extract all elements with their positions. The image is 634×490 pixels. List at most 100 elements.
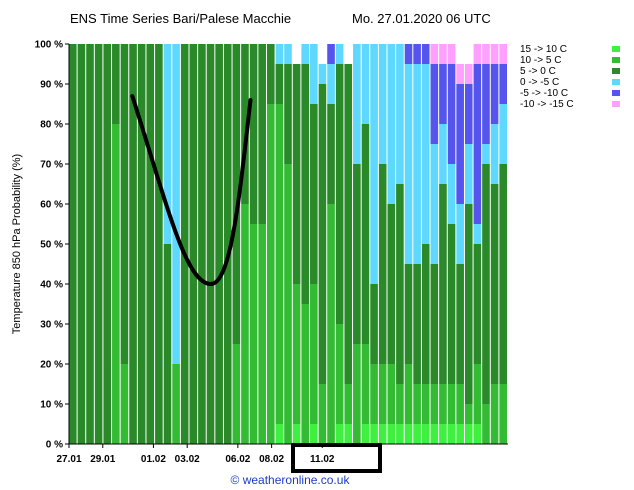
bar-segment xyxy=(490,184,499,384)
bar-segment xyxy=(180,44,189,444)
bar-segment xyxy=(292,64,301,284)
bar-segment xyxy=(344,384,353,424)
bar-segment xyxy=(439,424,447,444)
bar-segment xyxy=(172,364,180,444)
bar-segment xyxy=(353,164,361,344)
bar-segment xyxy=(206,44,215,444)
legend-swatch xyxy=(612,68,620,74)
bar-segment xyxy=(482,44,490,64)
bar-segment xyxy=(241,204,249,444)
bar-segment xyxy=(301,304,310,444)
date-highlight-box xyxy=(291,443,382,473)
bar-segment xyxy=(370,424,378,444)
legend-label: 15 -> 10 C xyxy=(520,44,567,55)
bar-segment xyxy=(499,384,507,444)
bar-segment xyxy=(198,44,206,444)
bar-segment xyxy=(430,424,439,444)
bar-segment xyxy=(499,104,507,164)
bar-segment xyxy=(439,64,447,124)
bar-segment xyxy=(473,44,482,64)
bar-segment xyxy=(387,204,396,364)
x-tick-label: 08.02 xyxy=(259,454,284,465)
bar-segment xyxy=(327,64,335,104)
bar-segment xyxy=(112,124,120,444)
x-tick-label: 11.02 xyxy=(310,454,335,465)
bar-segment xyxy=(396,424,404,444)
bar-segment xyxy=(413,64,421,264)
bar-segment xyxy=(378,424,387,444)
bar-segment xyxy=(482,64,490,144)
bar-segment xyxy=(232,344,241,444)
bar-segment xyxy=(499,164,507,384)
x-tick-label: 27.01 xyxy=(56,454,81,465)
credit-link[interactable]: © weatheronline.co.uk xyxy=(230,473,350,487)
bar-segment xyxy=(275,104,284,424)
bar-segment xyxy=(258,44,266,224)
bar-segment xyxy=(120,364,129,444)
bar-segment xyxy=(439,184,447,384)
bar-segment xyxy=(473,224,482,244)
bar-segment xyxy=(464,424,473,444)
bar-segment xyxy=(473,64,482,224)
bar-segment xyxy=(490,124,499,184)
bar-segment xyxy=(301,64,310,304)
bar-segment xyxy=(335,64,344,324)
bar-segment xyxy=(499,44,507,64)
bar-segment xyxy=(361,344,370,424)
bar-segment xyxy=(249,224,258,444)
bar-segment xyxy=(482,404,490,444)
bar-segment xyxy=(310,104,318,284)
y-tick-label: 0 % xyxy=(46,440,63,451)
bar-segment xyxy=(447,64,456,164)
bar-segment xyxy=(413,384,421,424)
bar-segment xyxy=(421,244,430,384)
bar-segment xyxy=(421,64,430,244)
bar-segment xyxy=(447,44,456,64)
y-tick-label: 20 % xyxy=(40,360,63,371)
bar-segment xyxy=(86,44,94,444)
bar-segment xyxy=(490,64,499,124)
bar-segment xyxy=(464,404,473,424)
bar-segment xyxy=(232,44,241,344)
bar-segment xyxy=(456,264,464,384)
bar-segment xyxy=(430,264,439,384)
y-tick-label: 30 % xyxy=(40,320,63,331)
bar-segment xyxy=(456,384,464,424)
bar-segment xyxy=(439,44,447,64)
bar-segment xyxy=(404,64,413,264)
legend-label: 10 -> 5 C xyxy=(520,55,562,66)
y-axis-label: Temperature 850 hPa Probability (%) xyxy=(11,153,23,335)
bar-segment xyxy=(370,284,378,364)
bar-segment xyxy=(490,384,499,444)
bar-segment xyxy=(413,44,421,64)
bar-segment xyxy=(464,144,473,204)
bar-segment xyxy=(464,204,473,404)
bar-segment xyxy=(464,64,473,84)
bar-segment xyxy=(353,344,361,444)
x-tick-label: 29.01 xyxy=(90,454,115,465)
bar-segment xyxy=(456,84,464,204)
bar-segment xyxy=(318,84,327,384)
bar-segment xyxy=(284,64,292,164)
bar-segment xyxy=(387,44,396,204)
bar-segment xyxy=(275,424,284,444)
bar-segment xyxy=(258,224,266,444)
y-tick-label: 80 % xyxy=(40,120,63,131)
x-tick-label: 03.02 xyxy=(175,454,200,465)
legend-swatch xyxy=(612,79,620,85)
bar-segment xyxy=(490,44,499,64)
bar-segment xyxy=(223,44,232,444)
bar-segment xyxy=(404,44,413,64)
bar-segment xyxy=(482,164,490,404)
legend-swatch xyxy=(612,46,620,52)
x-tick-label: 01.02 xyxy=(141,454,166,465)
bar-segment xyxy=(146,44,155,444)
bar-segment xyxy=(163,244,172,444)
bar-segment xyxy=(396,184,404,384)
x-tick-label: 06.02 xyxy=(225,454,250,465)
bar-segment xyxy=(447,224,456,384)
bar-segment xyxy=(456,424,464,444)
legend-swatch xyxy=(612,101,620,107)
bar-segment xyxy=(120,44,129,364)
bar-segment xyxy=(69,44,77,444)
